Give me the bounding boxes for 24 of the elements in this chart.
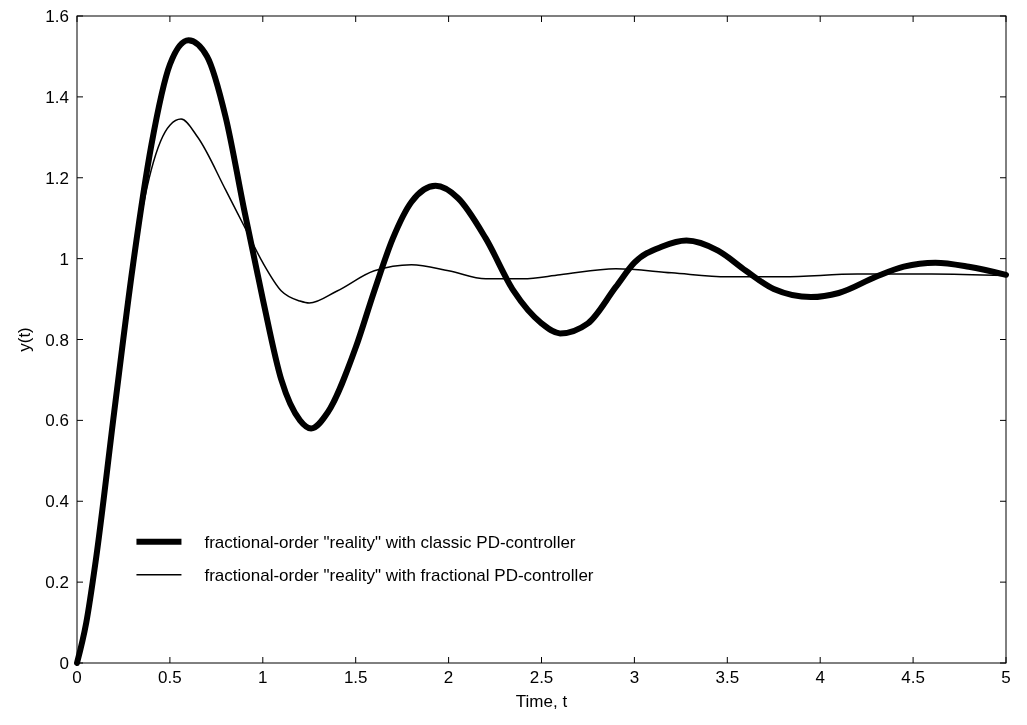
x-tick-label: 2.5	[529, 668, 554, 687]
legend-label: fractional-order "reality" with classic PD-controller	[204, 532, 576, 552]
x-tick-label: 4.5	[901, 668, 925, 687]
x-tick-label: 3	[629, 668, 640, 687]
x-tick-label: 0.5	[158, 668, 182, 687]
x-tick-label: 1	[258, 668, 268, 687]
y-tick-label: 1.2	[45, 168, 69, 188]
y-tick-label: 0.8	[45, 330, 69, 350]
legend-label: fractional-order "reality" with fractional PD-controller	[204, 565, 594, 585]
x-tick-label: 2	[443, 668, 454, 687]
x-axis-title: Time, t	[515, 692, 568, 711]
y-tick-label: 0	[59, 654, 69, 673]
y-axis-title: y(t)	[15, 327, 34, 352]
x-tick-label: 5	[1001, 668, 1011, 687]
x-tick-label: 0	[72, 668, 82, 687]
y-tick-label: 1.4	[45, 87, 69, 107]
y-tick-label: 0.4	[45, 492, 69, 512]
y-tick-label: 1.6	[45, 7, 69, 26]
x-tick-label: 4	[815, 668, 825, 687]
x-tick-label: 1.5	[343, 668, 368, 687]
y-tick-label: 0.2	[45, 573, 69, 593]
x-tick-label: 3.5	[715, 668, 740, 687]
y-tick-label: 0.6	[45, 411, 69, 431]
y-tick-label: 1	[59, 249, 69, 269]
